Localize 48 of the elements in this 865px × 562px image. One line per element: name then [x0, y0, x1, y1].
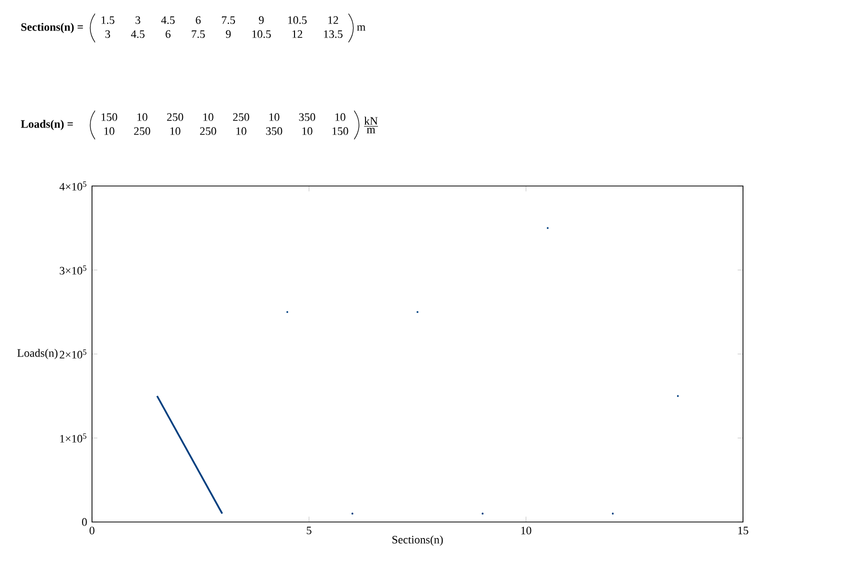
text: 150 [102, 113, 118, 121]
text: 7.5 [222, 16, 235, 24]
text: 10.5 [252, 30, 271, 38]
text: 350 [266, 127, 282, 135]
text: 9 [226, 30, 231, 38]
text: 250 [200, 127, 216, 135]
text: 10.5 [288, 16, 307, 24]
text: 10 [137, 113, 148, 121]
y-tick-label: 3×10$^{5}$ [60, 265, 86, 275]
text: Sections(n) = [21, 22, 83, 34]
y-tick-label: 1×10$^{5}$ [60, 433, 86, 443]
text: 3 [136, 16, 140, 24]
text: 7.5 [192, 30, 205, 38]
y-tick-label: 0 [82, 518, 87, 526]
text: Loads(n) = [20, 120, 73, 130]
text: 3 [105, 30, 110, 38]
text: 10 [203, 113, 214, 121]
text: 6 [166, 30, 171, 38]
text: 4.5 [161, 16, 175, 24]
text: 150 [332, 127, 348, 135]
text: 250 [233, 113, 250, 121]
x-axis-title: Sections(n) [392, 536, 443, 546]
x-tick-label: 0 [90, 526, 94, 534]
text: 6 [196, 16, 201, 24]
text: 12 [328, 16, 338, 24]
text: 12 [292, 30, 302, 38]
text: 10 [236, 127, 246, 135]
text: 10 [335, 113, 346, 121]
x-tick-label: 10 [521, 526, 532, 534]
text: kN [364, 116, 378, 125]
x-tick-label: 5 [306, 526, 312, 534]
text: m [366, 128, 376, 134]
x-tick-label: 15 [738, 526, 748, 534]
text: 1.5 [102, 16, 114, 24]
text: 10 [170, 127, 180, 135]
text: 4.5 [131, 30, 144, 38]
text: 250 [134, 127, 150, 135]
text: 13.5 [324, 30, 342, 38]
y-tick-label: 4×10$^{5}$ [59, 181, 86, 191]
y-axis-title: Loads(n) [17, 348, 58, 360]
text: 10 [104, 127, 114, 135]
y-tick-label: 2×10$^{5}$ [60, 349, 86, 359]
text: 9 [258, 16, 264, 24]
text: 10 [269, 113, 280, 121]
text: m [357, 25, 366, 31]
text: 250 [167, 113, 184, 121]
text: 10 [302, 127, 312, 135]
text: 350 [299, 113, 316, 121]
